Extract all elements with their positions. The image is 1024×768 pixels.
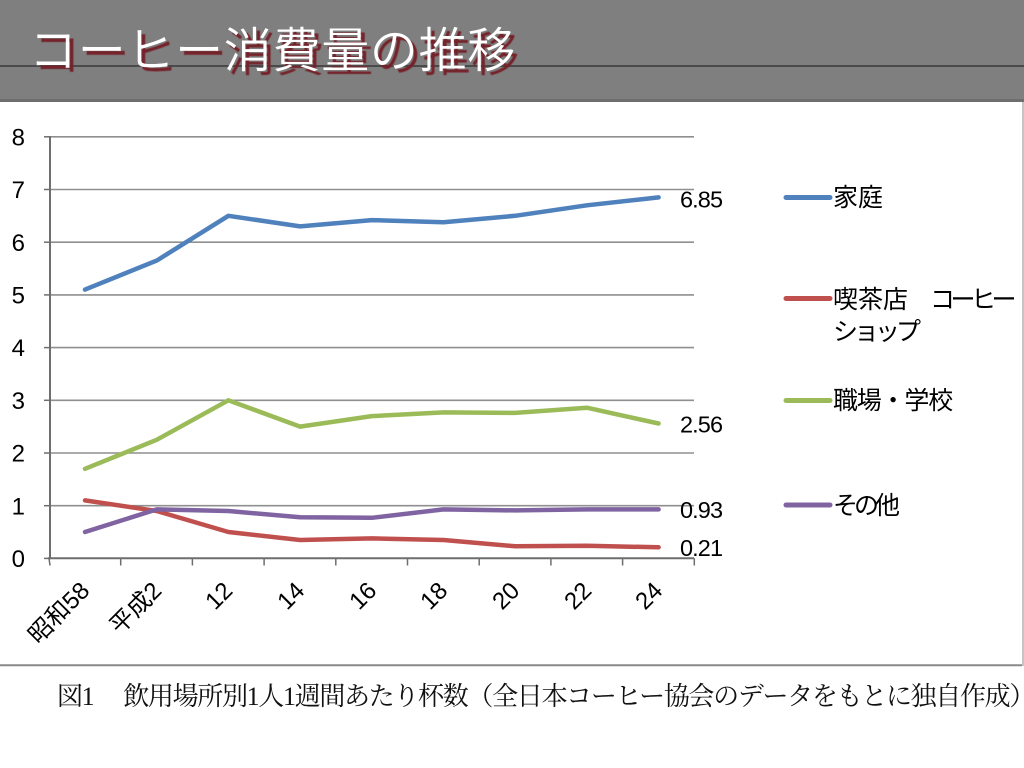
svg-text:12: 12 xyxy=(200,577,238,615)
svg-text:昭和58: 昭和58 xyxy=(23,577,95,649)
svg-text:18: 18 xyxy=(415,577,453,615)
svg-text:24: 24 xyxy=(630,577,668,615)
svg-text:3: 3 xyxy=(12,388,25,415)
svg-text:20: 20 xyxy=(487,577,525,615)
svg-text:6.85: 6.85 xyxy=(680,187,723,213)
svg-text:16: 16 xyxy=(344,577,382,615)
svg-text:ショップ: ショップ xyxy=(833,318,921,346)
svg-text:6: 6 xyxy=(12,230,25,257)
svg-text:4: 4 xyxy=(12,335,25,362)
svg-text:平成2: 平成2 xyxy=(105,577,167,639)
svg-text:22: 22 xyxy=(559,577,597,615)
svg-text:家庭: 家庭 xyxy=(833,184,883,212)
svg-text:コーヒー: コーヒー xyxy=(930,286,1015,314)
svg-text:5: 5 xyxy=(12,283,25,310)
svg-text:その他: その他 xyxy=(833,492,900,520)
svg-text:喫茶店: 喫茶店 xyxy=(833,286,908,314)
svg-text:0.93: 0.93 xyxy=(680,497,723,523)
svg-text:0.21: 0.21 xyxy=(680,535,722,561)
svg-text:1: 1 xyxy=(12,493,25,520)
svg-text:2: 2 xyxy=(12,441,25,468)
svg-text:職場・学校: 職場・学校 xyxy=(833,387,953,415)
svg-text:2.56: 2.56 xyxy=(680,412,723,438)
svg-text:14: 14 xyxy=(272,577,310,615)
svg-text:8: 8 xyxy=(12,124,25,151)
svg-text:7: 7 xyxy=(12,177,25,204)
svg-text:0: 0 xyxy=(12,546,25,573)
